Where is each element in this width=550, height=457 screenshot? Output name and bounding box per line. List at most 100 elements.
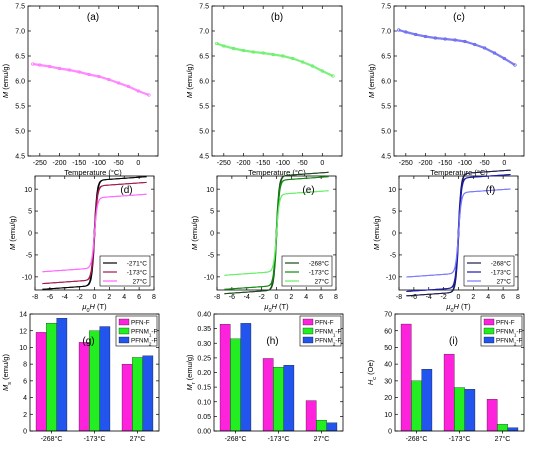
y-tick-label: -10 [386, 274, 396, 281]
y-tick-label: -5 [26, 253, 32, 260]
x-axis-label-var2: H [454, 302, 460, 311]
y-tick-label: 20 [384, 395, 392, 402]
x-tick-label: -100 [458, 160, 472, 167]
data-point [513, 63, 517, 67]
data-point [97, 74, 101, 79]
x-tick-label: 6 [501, 294, 505, 301]
y-tick-label: 0.25 [197, 355, 211, 362]
y-tick-label: 0 [23, 429, 27, 436]
legend-label-main: PFNM [315, 338, 333, 345]
x-tick-label: -2 [441, 294, 447, 301]
x-axis-label: Temperature (°C) [64, 168, 122, 177]
x-tick-label: -173°C [84, 435, 106, 443]
y-tick-label: 12 [19, 328, 27, 335]
data-point [423, 34, 428, 39]
x-tick-label: 0 [457, 294, 461, 301]
y-tick-label: 6.0 [381, 79, 391, 86]
y-tick-label: 2 [23, 412, 27, 419]
y-tick-label: 70 [384, 312, 392, 319]
y-tick-label: 14 [19, 312, 27, 319]
x-tick-label: 6 [137, 294, 141, 301]
y-tick-label: 0 [392, 231, 396, 238]
x-tick-label: 8 [334, 294, 338, 301]
data-point [414, 32, 418, 37]
bar [99, 326, 111, 432]
bar [507, 427, 519, 432]
y-tick-label: 10 [24, 187, 32, 194]
legend-label-tail: -F [516, 338, 522, 345]
x-tick-label: -173°C [268, 435, 290, 443]
data-point [320, 69, 324, 73]
y-axis-label-unit: (emu/g) [190, 215, 199, 243]
y-tick-label: -5 [208, 253, 214, 260]
plot-frame [394, 313, 525, 432]
panel-label: (b) [271, 12, 283, 23]
bar [443, 353, 455, 432]
y-tick-label: 7.0 [15, 29, 25, 36]
data-point [107, 77, 111, 82]
y-tick-label: 0.20 [197, 370, 211, 377]
x-axis-label-unit: (T) [459, 302, 471, 311]
y-tick-label: 6.5 [199, 54, 209, 61]
y-axis-label: M (emu/g) [190, 215, 199, 250]
y-axis-label: Ms (emu/g) [1, 354, 13, 391]
bar [454, 387, 465, 432]
y-tick-label: 5.5 [199, 104, 209, 111]
y-tick-label: 8 [23, 362, 27, 369]
bar [421, 369, 433, 432]
x-tick-label: -268°C [41, 435, 63, 443]
legend-swatch [483, 327, 495, 335]
y-tick-label: 6.5 [381, 54, 391, 61]
data-point [492, 51, 497, 55]
legend-label: PFN-F [131, 320, 150, 327]
y-tick-label: 7.0 [199, 29, 209, 36]
x-axis-label: μ0H (T) [445, 302, 471, 314]
y-tick-label: 10 [206, 187, 214, 194]
data-point [57, 66, 62, 71]
legend-label: -268°C [309, 260, 330, 268]
x-tick-label: -100 [276, 160, 290, 167]
legend-label-tail: -F [516, 329, 522, 336]
x-tick-label: 8 [152, 294, 156, 301]
y-axis-label-sub: c [372, 377, 378, 380]
y-tick-label: 4.5 [381, 154, 391, 161]
panel-h: -268°C -173°C 27°C 0.00 0.05 0.10 0.15 0.20 0.25… [185, 312, 344, 443]
bar [35, 332, 47, 432]
y-tick-label: 5.5 [381, 104, 391, 111]
legend-label: PFNM1-F [131, 329, 158, 338]
x-tick-label: -2 [259, 294, 265, 301]
x-tick-label: 8 [516, 294, 520, 301]
x-axis-label-text: Temperature (°C) [248, 168, 306, 177]
x-tick-label: 0 [502, 160, 506, 167]
panel-b: 4.5 5.0 5.5 6.0 6.5 7.0 7.5 -250 -200 -150 -100 -50… [185, 4, 343, 177]
x-tick-label: -173°C [449, 435, 471, 443]
panel-e: -10 -5 0 5 10 -8 -6 -4 -2 0 2 4 6 8 (e) -268°C-173°C27°… [190, 171, 338, 314]
y-tick-label: 7.5 [15, 4, 25, 11]
x-tick-label: 6 [319, 294, 323, 301]
loop-curve-3 [42, 193, 147, 273]
legend-swatch [118, 327, 130, 335]
x-axis-label-var2: H [90, 302, 96, 311]
data-point [232, 46, 236, 51]
data-point [281, 54, 285, 58]
data-point [67, 68, 72, 72]
x-axis-label: μ0H (T) [263, 302, 289, 314]
legend-label: PFNM2-F [496, 338, 523, 347]
y-tick-label: 0.00 [197, 429, 211, 436]
series-line [32, 62, 150, 97]
legend-label: 27°C [314, 278, 329, 286]
panel-label: (a) [87, 12, 99, 23]
x-tick-label: -200 [53, 160, 67, 167]
data-point [251, 50, 256, 54]
y-tick-label: 60 [384, 328, 392, 335]
x-tick-label: -50 [114, 160, 124, 167]
bar [78, 342, 90, 432]
x-tick-label: -8 [214, 294, 220, 301]
y-tick-label: -10 [204, 274, 214, 281]
legend-label: PFN-F [315, 320, 334, 327]
y-axis-label-var: M [8, 243, 17, 250]
y-tick-label: 7.5 [381, 4, 391, 11]
data-point [126, 84, 131, 89]
panel-label: (e) [302, 185, 314, 196]
